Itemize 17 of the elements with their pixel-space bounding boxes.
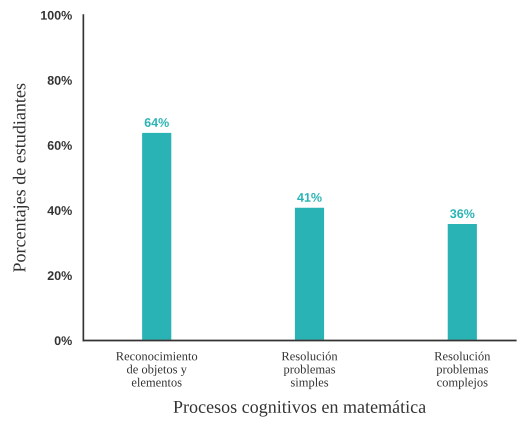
y-tick-label: 20% [48, 271, 72, 280]
data-label: 64% [144, 118, 169, 127]
y-tick-label: 0% [54, 336, 72, 346]
x-tick-label: Resolución problemas complejos [434, 352, 490, 390]
bar [446, 222, 478, 340]
y-tick-label: 40% [47, 206, 72, 215]
data-label: 41% [297, 193, 322, 202]
data-label: 36% [450, 209, 474, 218]
y-axis-title: Porcentajes de estudiantes [12, 84, 30, 272]
y-tick-label: 80% [48, 76, 72, 85]
y-tick-label: 60% [48, 141, 72, 150]
y-tick-label: 100% [41, 10, 72, 20]
bar [140, 132, 173, 340]
bar [294, 206, 326, 340]
x-axis-title: Procesos cognitivos en matemática [173, 400, 426, 417]
x-tick-label: Resolución problemas simples [282, 352, 338, 390]
x-tick-label: Reconocimiento de objetos y elementos [116, 352, 198, 387]
